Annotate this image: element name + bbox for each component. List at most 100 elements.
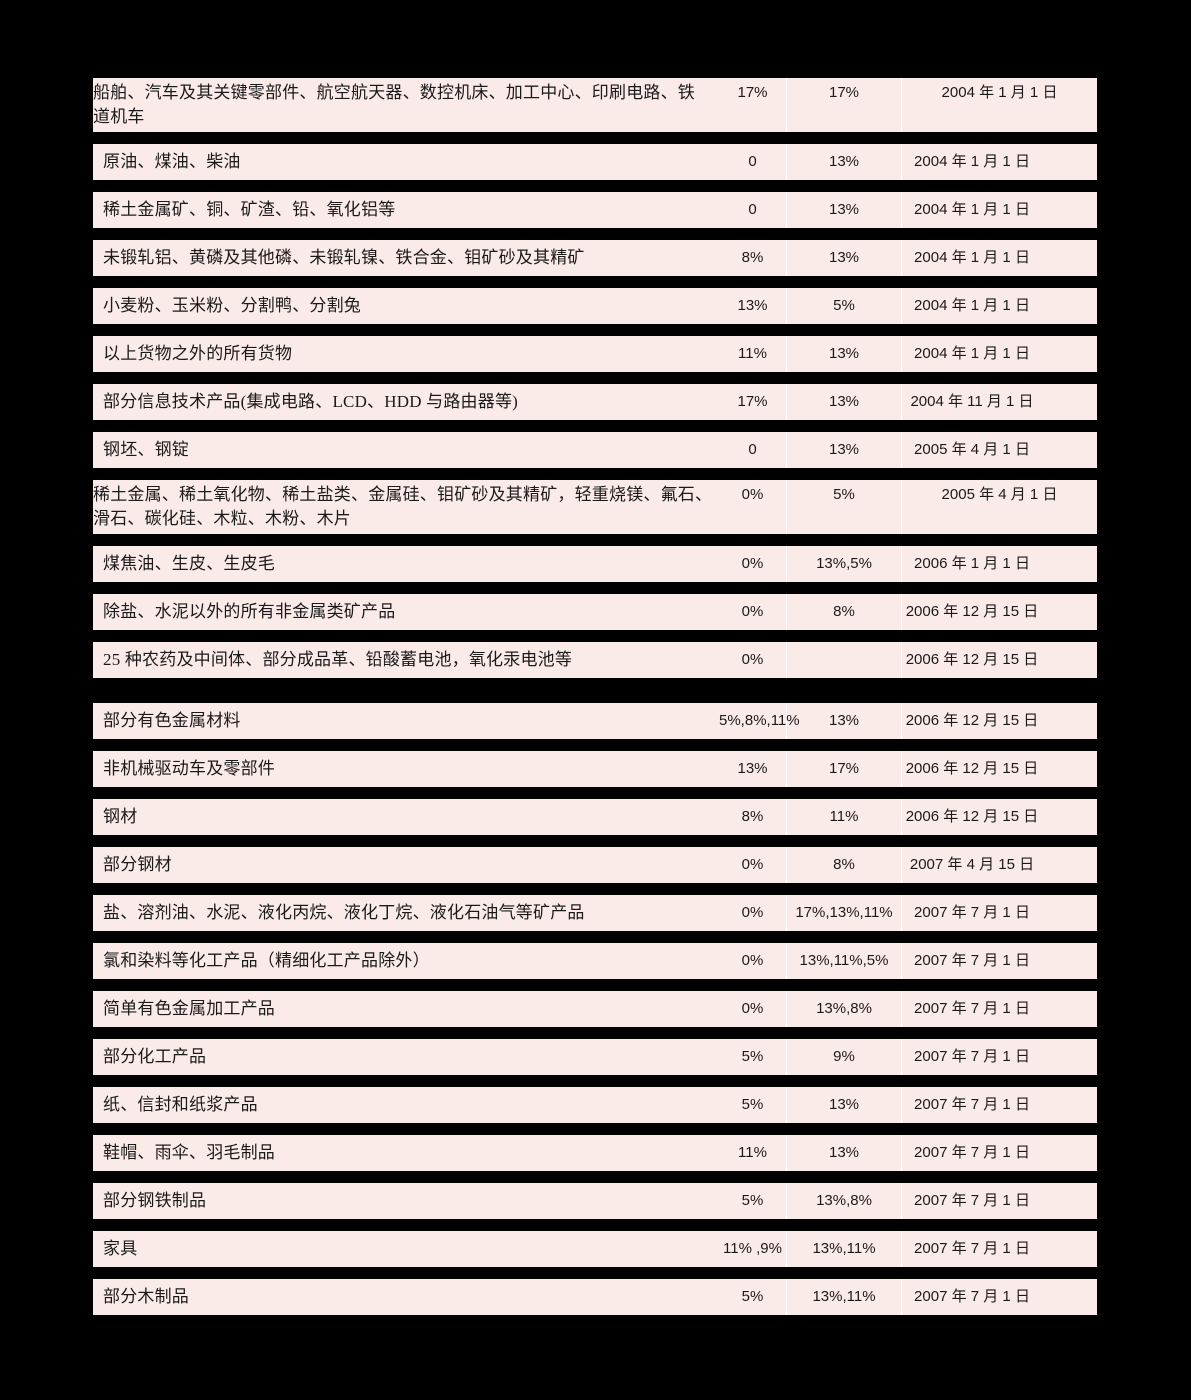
effective-date-cell: 2006 年 12 月 15 日 bbox=[905, 760, 1039, 777]
rate-after-cell: 17% bbox=[787, 78, 902, 132]
goods-description-cell: 稀土金属、稀土氧化物、稀土盐类、金属硅、钼矿砂及其精矿，轻重烧镁、氟石、 滑石、… bbox=[93, 485, 713, 528]
effective-date-cell: 2006 年 12 月 15 日 bbox=[905, 712, 1039, 729]
goods-description-cell: 部分钢铁制品 bbox=[103, 1191, 207, 1210]
goods-description-cell: 未锻轧铝、黄磷及其他磷、未锻轧镍、铁合金、钼矿砂及其精矿 bbox=[103, 248, 585, 267]
effective-date-cell: 2007 年 7 月 1 日 bbox=[914, 904, 1030, 921]
rate-before-cell: 0% bbox=[719, 642, 787, 678]
rate-after-cell: 13% bbox=[787, 1087, 902, 1123]
goods-description-cell: 钢材 bbox=[103, 807, 138, 826]
effective-date-cell: 2007 年 7 月 1 日 bbox=[914, 1096, 1030, 1113]
rate-after-cell: 13%,11% bbox=[787, 1279, 902, 1315]
table-row: 盐、溶剂油、水泥、液化丙烷、液化丁烷、液化石油气等矿产品 0% 17%,13%,11… bbox=[93, 895, 1097, 931]
tax-rebate-rate-table: 船舶、汽车及其关键零部件、航空航天器、数控机床、加工中心、印刷电路、铁 道机车 1… bbox=[93, 78, 1097, 1327]
rate-after-cell: 9% bbox=[787, 1039, 902, 1075]
goods-description-cell: 简单有色金属加工产品 bbox=[103, 999, 275, 1018]
goods-description-cell: 原油、煤油、柴油 bbox=[103, 152, 241, 171]
rate-before-cell: 5% bbox=[719, 1183, 787, 1219]
rate-before-cell: 8% bbox=[719, 240, 787, 276]
effective-date-cell: 2007 年 7 月 1 日 bbox=[914, 1048, 1030, 1065]
goods-description-cell: 25 种农药及中间体、部分成品革、铅酸蓄电池，氧化汞电池等 bbox=[103, 650, 573, 669]
rate-before-cell: 0 bbox=[719, 192, 787, 228]
table-row: 部分有色金属材料 5%,8%,11% 13% 2006 年 12 月 15 日 bbox=[93, 703, 1097, 739]
rate-before-cell: 0% bbox=[719, 991, 787, 1027]
effective-date-cell: 2006 年 12 月 15 日 bbox=[905, 808, 1039, 825]
goods-description-cell: 非机械驱动车及零部件 bbox=[103, 759, 275, 778]
effective-date-cell: 2004 年 11 月 1 日 bbox=[910, 393, 1034, 410]
goods-description-cell: 部分木制品 bbox=[103, 1287, 189, 1306]
effective-date-cell: 2007 年 7 月 1 日 bbox=[914, 1144, 1030, 1161]
goods-description-cell: 钢坯、钢锭 bbox=[103, 440, 189, 459]
rate-before-cell: 8% bbox=[719, 799, 787, 835]
table-row: 除盐、水泥以外的所有非金属类矿产品 0% 8% 2006 年 12 月 15 日 bbox=[93, 594, 1097, 630]
table-row: 钢坯、钢锭 0 13% 2005 年 4 月 1 日 bbox=[93, 432, 1097, 468]
table-row: 以上货物之外的所有货物 11% 13% 2004 年 1 月 1 日 bbox=[93, 336, 1097, 372]
table-row: 部分化工产品 5% 9% 2007 年 7 月 1 日 bbox=[93, 1039, 1097, 1075]
table-row: 部分木制品 5% 13%,11% 2007 年 7 月 1 日 bbox=[93, 1279, 1097, 1315]
table-row: 部分钢铁制品 5% 13%,8% 2007 年 7 月 1 日 bbox=[93, 1183, 1097, 1219]
rate-after-cell: 11% bbox=[787, 799, 902, 835]
rate-before-cell: 0% bbox=[719, 895, 787, 931]
table-row: 鞋帽、雨伞、羽毛制品 11% 13% 2007 年 7 月 1 日 bbox=[93, 1135, 1097, 1171]
rate-before-cell: 0% bbox=[719, 847, 787, 883]
rate-after-cell: 13%,8% bbox=[787, 991, 902, 1027]
rate-after-cell: 13%,11% bbox=[787, 1231, 902, 1267]
goods-description-cell: 部分信息技术产品(集成电路、LCD、HDD 与路由器等) bbox=[103, 392, 519, 411]
rate-after-cell: 13% bbox=[787, 240, 902, 276]
rate-before-cell: 5% bbox=[719, 1039, 787, 1075]
effective-date-cell: 2006 年 12 月 15 日 bbox=[905, 603, 1039, 620]
goods-description-cell: 氯和染料等化工产品（精细化工产品除外） bbox=[103, 951, 430, 970]
rate-after-cell: 17% bbox=[787, 751, 902, 787]
table-row: 纸、信封和纸浆产品 5% 13% 2007 年 7 月 1 日 bbox=[93, 1087, 1097, 1123]
rate-after-cell: 8% bbox=[787, 594, 902, 630]
goods-description-cell: 部分有色金属材料 bbox=[103, 711, 241, 730]
rate-before-cell: 13% bbox=[719, 288, 787, 324]
goods-description-cell: 鞋帽、雨伞、羽毛制品 bbox=[103, 1143, 275, 1162]
effective-date-cell: 2004 年 1 月 1 日 bbox=[914, 345, 1030, 362]
rate-before-cell: 0% bbox=[719, 594, 787, 630]
rate-after-cell: 13% bbox=[787, 192, 902, 228]
table-row: 简单有色金属加工产品 0% 13%,8% 2007 年 7 月 1 日 bbox=[93, 991, 1097, 1027]
rate-after-cell: 13% bbox=[787, 384, 902, 420]
goods-description-cell: 除盐、水泥以外的所有非金属类矿产品 bbox=[103, 602, 396, 621]
rate-after-cell: 5% bbox=[787, 288, 902, 324]
effective-date-cell: 2005 年 4 月 1 日 bbox=[914, 441, 1030, 458]
table-row: 稀土金属矿、铜、矿渣、铅、氧化铝等 0 13% 2004 年 1 月 1 日 bbox=[93, 192, 1097, 228]
table-row: 部分信息技术产品(集成电路、LCD、HDD 与路由器等) 17% 13% 2004 年… bbox=[93, 384, 1097, 420]
goods-description-cell: 船舶、汽车及其关键零部件、航空航天器、数控机床、加工中心、印刷电路、铁 道机车 bbox=[93, 83, 695, 126]
rate-before-cell: 0 bbox=[719, 432, 787, 468]
rate-before-cell: 13% bbox=[719, 751, 787, 787]
rate-before-cell: 11% ,9% bbox=[719, 1231, 787, 1267]
effective-date-cell: 2005 年 4 月 1 日 bbox=[941, 486, 1058, 503]
rate-after-cell: 13% bbox=[787, 703, 902, 739]
rate-after-cell: 13% bbox=[787, 336, 902, 372]
rate-before-cell: 0% bbox=[719, 480, 787, 534]
rate-after-cell: 13% bbox=[787, 1135, 902, 1171]
rate-after-cell: 13%,11%,5% bbox=[787, 943, 902, 979]
rate-after-cell: 13% bbox=[787, 432, 902, 468]
goods-description-cell: 部分化工产品 bbox=[103, 1047, 207, 1066]
rate-before-cell: 11% bbox=[719, 336, 787, 372]
rate-before-cell: 0% bbox=[719, 943, 787, 979]
effective-date-cell: 2004 年 1 月 1 日 bbox=[914, 297, 1030, 314]
effective-date-cell: 2004 年 1 月 1 日 bbox=[914, 153, 1030, 170]
table-row: 非机械驱动车及零部件 13% 17% 2006 年 12 月 15 日 bbox=[93, 751, 1097, 787]
goods-description-cell: 家具 bbox=[103, 1239, 138, 1258]
goods-description-cell: 煤焦油、生皮、生皮毛 bbox=[103, 554, 275, 573]
rate-after-cell: 13%,8% bbox=[787, 1183, 902, 1219]
table-row: 25 种农药及中间体、部分成品革、铅酸蓄电池，氧化汞电池等 0% 2006 年 12… bbox=[93, 642, 1097, 678]
effective-date-cell: 2004 年 1 月 1 日 bbox=[914, 249, 1030, 266]
effective-date-cell: 2007 年 7 月 1 日 bbox=[914, 952, 1030, 969]
effective-date-cell: 2007 年 7 月 1 日 bbox=[914, 1240, 1030, 1257]
rate-after-cell: 13% bbox=[787, 144, 902, 180]
table-row: 未锻轧铝、黄磷及其他磷、未锻轧镍、铁合金、钼矿砂及其精矿 8% 13% 2004 年 … bbox=[93, 240, 1097, 276]
effective-date-cell: 2007 年 4 月 15 日 bbox=[909, 856, 1035, 873]
rate-after-cell bbox=[787, 642, 902, 678]
effective-date-cell: 2004 年 1 月 1 日 bbox=[914, 201, 1030, 218]
rate-before-cell: 5% bbox=[719, 1087, 787, 1123]
effective-date-cell: 2004 年 1 月 1 日 bbox=[941, 84, 1058, 101]
goods-description-cell: 以上货物之外的所有货物 bbox=[103, 344, 293, 363]
table-row: 家具 11% ,9% 13%,11% 2007 年 7 月 1 日 bbox=[93, 1231, 1097, 1267]
table-row: 船舶、汽车及其关键零部件、航空航天器、数控机床、加工中心、印刷电路、铁 道机车 1… bbox=[93, 78, 1097, 132]
table-row: 氯和染料等化工产品（精细化工产品除外） 0% 13%,11%,5% 2007 年 7 … bbox=[93, 943, 1097, 979]
table-row: 部分钢材 0% 8% 2007 年 4 月 15 日 bbox=[93, 847, 1097, 883]
